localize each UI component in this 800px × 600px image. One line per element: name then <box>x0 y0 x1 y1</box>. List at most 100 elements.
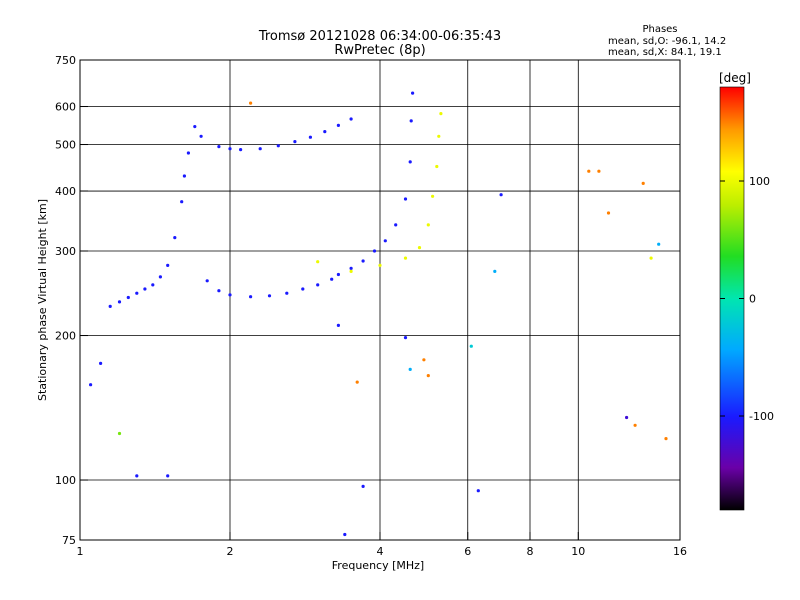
data-point <box>285 291 289 295</box>
data-point <box>99 361 103 365</box>
data-point <box>587 169 591 173</box>
data-point <box>173 236 177 240</box>
y-tick-label: 750 <box>55 54 76 67</box>
data-point <box>228 147 232 151</box>
data-point <box>426 374 430 378</box>
y-axis-label: Stationary phase Virtual Height [km] <box>36 199 49 401</box>
data-point <box>378 263 382 267</box>
data-point <box>205 279 209 283</box>
data-point <box>217 289 221 293</box>
data-point <box>372 249 377 253</box>
data-point <box>143 287 147 291</box>
data-point <box>239 148 243 152</box>
data-point <box>476 489 480 493</box>
data-point <box>349 269 353 273</box>
data-point <box>193 125 197 129</box>
data-point <box>349 266 353 270</box>
data-point <box>649 256 653 260</box>
data-point <box>641 181 645 185</box>
data-point <box>403 336 408 340</box>
colorbar-tick-label: 100 <box>749 175 770 188</box>
x-tick-label: 2 <box>227 545 234 558</box>
data-point <box>126 295 130 300</box>
data-point <box>343 532 347 537</box>
x-tick-label: 4 <box>377 545 384 558</box>
y-tick-label: 200 <box>55 330 76 343</box>
colorbar-tick-label: -100 <box>749 410 774 423</box>
data-point <box>180 200 184 204</box>
data-point <box>135 291 139 295</box>
data-point <box>431 194 435 198</box>
legend-heading: Phases <box>642 24 677 35</box>
data-point <box>323 130 327 134</box>
data-point <box>166 474 170 478</box>
data-point <box>408 367 412 371</box>
data-point <box>435 164 439 169</box>
data-point <box>117 300 122 304</box>
data-point <box>657 242 661 246</box>
data-point <box>361 259 365 263</box>
data-point <box>228 293 232 297</box>
data-point <box>316 283 320 287</box>
data-point <box>276 144 280 148</box>
data-point <box>493 269 497 273</box>
data-point <box>267 294 272 298</box>
data-point <box>439 112 443 116</box>
data-point <box>308 135 312 139</box>
y-tick-label: 300 <box>55 245 76 258</box>
colorbar-label: [deg] <box>719 71 751 85</box>
data-point <box>597 169 601 173</box>
legend-line-o: mean, sd,O: -96.1, 14.2 <box>608 36 726 47</box>
y-tick-label: 600 <box>55 101 76 114</box>
x-tick-label: 6 <box>464 545 471 558</box>
chart-subtitle: RwPretec (8p) <box>334 43 425 58</box>
x-tick-label: 10 <box>571 545 585 558</box>
data-point <box>158 275 162 279</box>
data-point <box>409 119 413 123</box>
data-point <box>301 287 305 291</box>
data-point <box>316 260 320 264</box>
data-point <box>469 344 473 348</box>
data-point <box>151 283 155 287</box>
data-layer <box>89 91 668 537</box>
data-point <box>293 140 297 144</box>
data-point <box>135 474 139 478</box>
data-point <box>383 239 387 243</box>
y-tick-label: 400 <box>55 185 76 198</box>
x-tick-label: 8 <box>527 545 534 558</box>
data-point <box>186 151 190 155</box>
data-point <box>336 323 340 327</box>
data-point <box>336 123 340 127</box>
colorbar-ticks: 100 0 -100 <box>720 175 774 423</box>
data-point <box>249 295 253 299</box>
data-point <box>361 484 365 488</box>
data-point <box>664 437 668 441</box>
data-point <box>394 223 398 227</box>
data-point <box>355 380 359 384</box>
data-point <box>217 145 221 149</box>
x-tick-label: 16 <box>673 545 687 558</box>
legend-line-x: mean, sd,X: 84.1, 19.1 <box>608 47 722 58</box>
x-tick-label: 1 <box>77 545 84 558</box>
x-axis-label: Frequency [MHz] <box>332 559 424 572</box>
data-point <box>166 263 170 267</box>
data-point <box>336 272 340 277</box>
data-point <box>403 256 408 260</box>
y-tick-label: 100 <box>55 474 76 487</box>
data-point <box>422 358 426 362</box>
data-point <box>403 197 408 201</box>
data-point <box>182 174 186 178</box>
data-point <box>408 160 412 164</box>
data-point <box>117 431 122 436</box>
data-point <box>199 134 203 138</box>
data-point <box>349 117 353 121</box>
y-tick-label: 500 <box>55 139 76 152</box>
colorbar-tick-label: 0 <box>749 293 756 306</box>
data-point <box>108 304 112 308</box>
data-point <box>330 277 334 281</box>
data-point <box>411 91 415 95</box>
data-point <box>417 246 422 250</box>
data-point <box>437 134 441 138</box>
grid-layer <box>80 60 680 540</box>
